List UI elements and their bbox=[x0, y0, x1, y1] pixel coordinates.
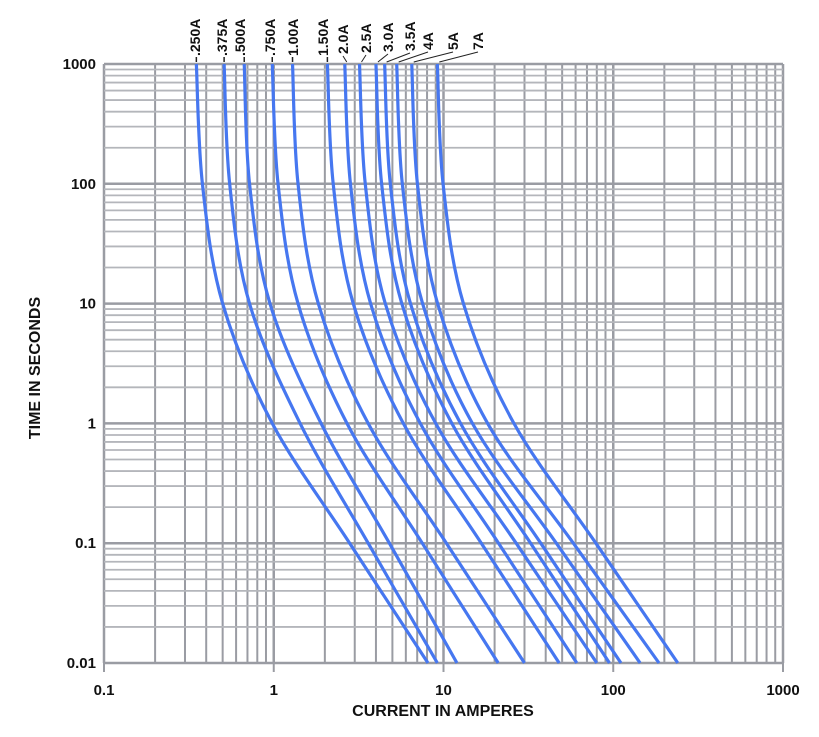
curve-label: .375A bbox=[214, 19, 230, 56]
curve-2p5A bbox=[357, 63, 599, 664]
curve-2p0A bbox=[343, 63, 579, 664]
curve-3p0A bbox=[374, 63, 611, 664]
curve-label: 1.50A bbox=[315, 19, 331, 56]
grid bbox=[102, 62, 785, 672]
y-tick-label: 0.01 bbox=[67, 655, 96, 672]
label-leader-line bbox=[342, 55, 348, 63]
curve-p375A bbox=[222, 63, 439, 664]
curve-label: 7A bbox=[470, 32, 486, 50]
curve-label: .250A bbox=[187, 19, 203, 56]
curve-label: 2.5A bbox=[358, 23, 374, 53]
curve-label: 5A bbox=[445, 32, 461, 50]
curve-label: .750A bbox=[262, 19, 278, 56]
curve-label: 3.5A bbox=[402, 21, 418, 51]
curve-label: 2.0A bbox=[335, 24, 351, 54]
label-leader-line bbox=[361, 54, 367, 63]
curve-3p5A bbox=[383, 63, 623, 664]
y-axis-label: TIME IN SECONDS bbox=[27, 297, 44, 440]
label-leader-line bbox=[386, 52, 411, 63]
x-tick-label: 0.1 bbox=[94, 682, 115, 699]
y-tick-label: 100 bbox=[71, 176, 96, 193]
y-tick-label: 10 bbox=[79, 296, 96, 313]
curve-label: .500A bbox=[232, 19, 248, 56]
x-axis-label: CURRENT IN AMPERES bbox=[352, 703, 534, 720]
curve-5A bbox=[410, 63, 661, 664]
label-leader-line bbox=[439, 51, 479, 63]
curve-p750A bbox=[270, 63, 500, 664]
curve-p500A bbox=[242, 63, 459, 664]
curve-p250A bbox=[194, 63, 430, 664]
tick-labels: 0.1 1 10 100 1000 1000 100 10 1 0.1 0.01 bbox=[63, 56, 800, 699]
curve-1p00A bbox=[290, 63, 526, 664]
y-tick-label: 1000 bbox=[63, 56, 96, 73]
x-tick-label: 1 bbox=[270, 682, 278, 699]
y-tick-label: 0.1 bbox=[75, 535, 96, 552]
x-tick-label: 10 bbox=[435, 682, 452, 699]
curve-1p50A bbox=[325, 63, 561, 664]
label-leader-line bbox=[377, 53, 389, 63]
x-tick-label: 100 bbox=[601, 682, 626, 699]
y-tick-label: 1 bbox=[88, 415, 96, 432]
x-tick-label: 1000 bbox=[766, 682, 799, 699]
curve-7A bbox=[435, 63, 680, 664]
curve-label: 3.0A bbox=[380, 22, 396, 52]
curve-label: 4A bbox=[420, 32, 436, 50]
curves bbox=[194, 63, 680, 664]
curve-labels: .250A .375A .500A .750A 1.00A 1.50A 2.0A 2.5A 3.… bbox=[187, 19, 486, 63]
curve-label: 1.00A bbox=[285, 19, 301, 56]
curve-4A bbox=[395, 63, 642, 664]
label-leader-line bbox=[398, 51, 429, 63]
label-leader-line bbox=[413, 51, 454, 63]
